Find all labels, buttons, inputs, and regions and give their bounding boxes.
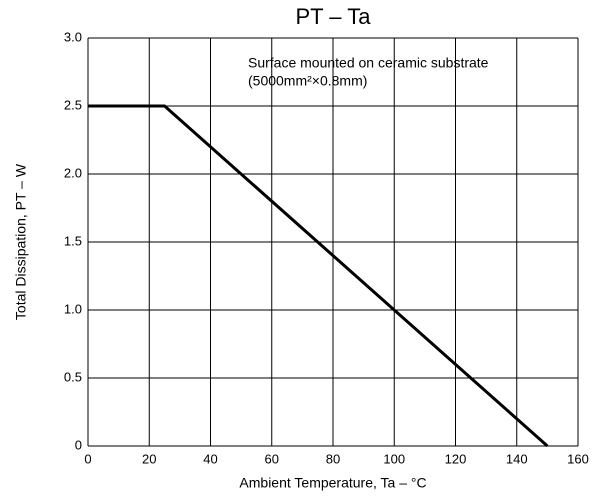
chart-title: PT – Ta bbox=[295, 4, 371, 29]
x-tick-label: 80 bbox=[326, 451, 340, 466]
x-tick-label: 20 bbox=[142, 451, 156, 466]
y-tick-label: 0 bbox=[75, 437, 82, 452]
x-tick-label: 160 bbox=[567, 451, 589, 466]
x-tick-label: 40 bbox=[203, 451, 217, 466]
y-axis-label: Total Dissipation, PT – W bbox=[13, 163, 29, 320]
annotation: Surface mounted on ceramic substrate bbox=[248, 55, 489, 71]
x-tick-label: 120 bbox=[445, 451, 467, 466]
y-tick-label: 2.0 bbox=[64, 165, 82, 180]
x-tick-label: 0 bbox=[84, 451, 91, 466]
y-tick-label: 2.5 bbox=[64, 97, 82, 112]
annotation: (5000mm²×0.8mm) bbox=[248, 73, 367, 89]
x-axis-label: Ambient Temperature, Ta – °C bbox=[239, 475, 426, 491]
x-tick-label: 100 bbox=[383, 451, 405, 466]
data-line bbox=[88, 104, 549, 448]
y-tick-label: 1.0 bbox=[64, 301, 82, 316]
x-tick-label: 60 bbox=[265, 451, 279, 466]
y-tick-label: 3.0 bbox=[64, 29, 82, 44]
y-tick-label: 1.5 bbox=[64, 233, 82, 248]
y-tick-label: 0.5 bbox=[64, 369, 82, 384]
x-tick-label: 140 bbox=[506, 451, 528, 466]
